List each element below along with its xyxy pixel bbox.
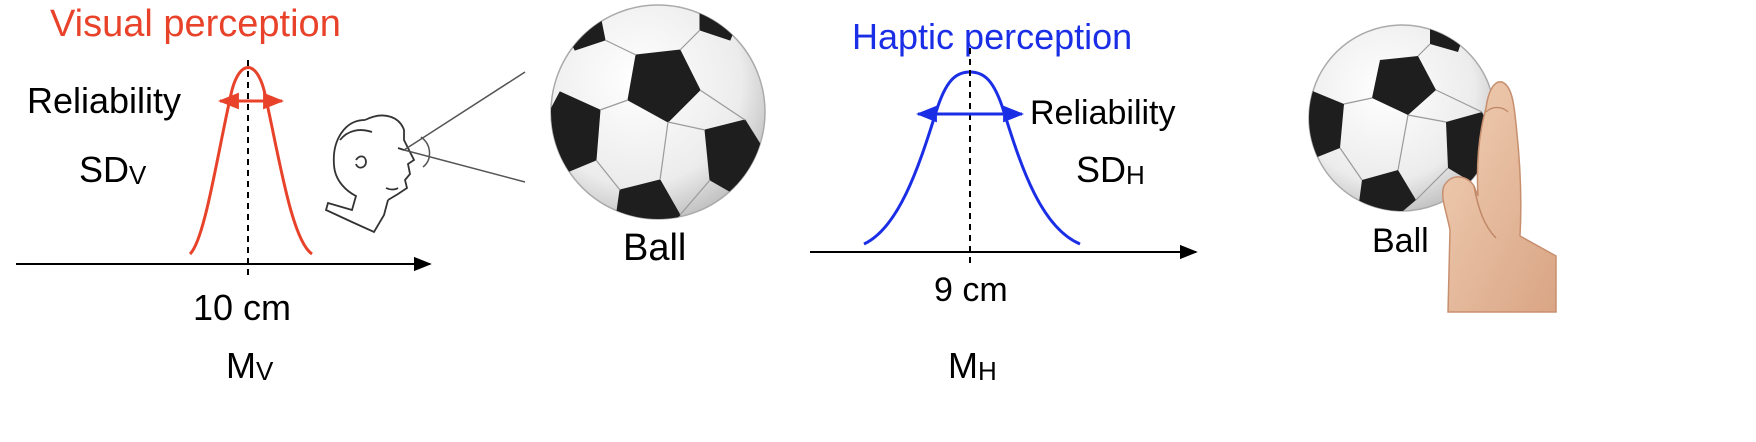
haptic-value-label: 9 cm <box>934 271 1008 309</box>
visual-panel: Visual perception Reliability SDV 10 cm … <box>16 3 766 386</box>
haptic-sd-label: SDH <box>1076 149 1145 190</box>
line-of-sight <box>403 71 526 183</box>
visual-mean-label: MV <box>226 345 274 386</box>
soccer-ball-image <box>550 4 766 220</box>
observer-face-icon <box>324 114 416 234</box>
soccer-ball-image-haptic <box>1308 24 1496 212</box>
visual-title: Visual perception <box>50 3 341 45</box>
haptic-mean-label: MH <box>948 345 997 386</box>
haptic-panel: Haptic perception Reliability SDH 9 cm M… <box>810 16 1557 386</box>
hand-icon <box>1441 81 1557 313</box>
visual-sd-label: SDV <box>79 149 147 190</box>
visual-reliability-label: Reliability <box>27 80 181 121</box>
visual-distribution-curve <box>188 66 313 256</box>
ball-label-haptic: Ball <box>1372 222 1429 260</box>
visual-value-label: 10 cm <box>193 287 291 328</box>
ball-label-visual: Ball <box>623 227 686 269</box>
haptic-title: Haptic perception <box>852 16 1132 57</box>
haptic-reliability-label: Reliability <box>1030 94 1176 132</box>
